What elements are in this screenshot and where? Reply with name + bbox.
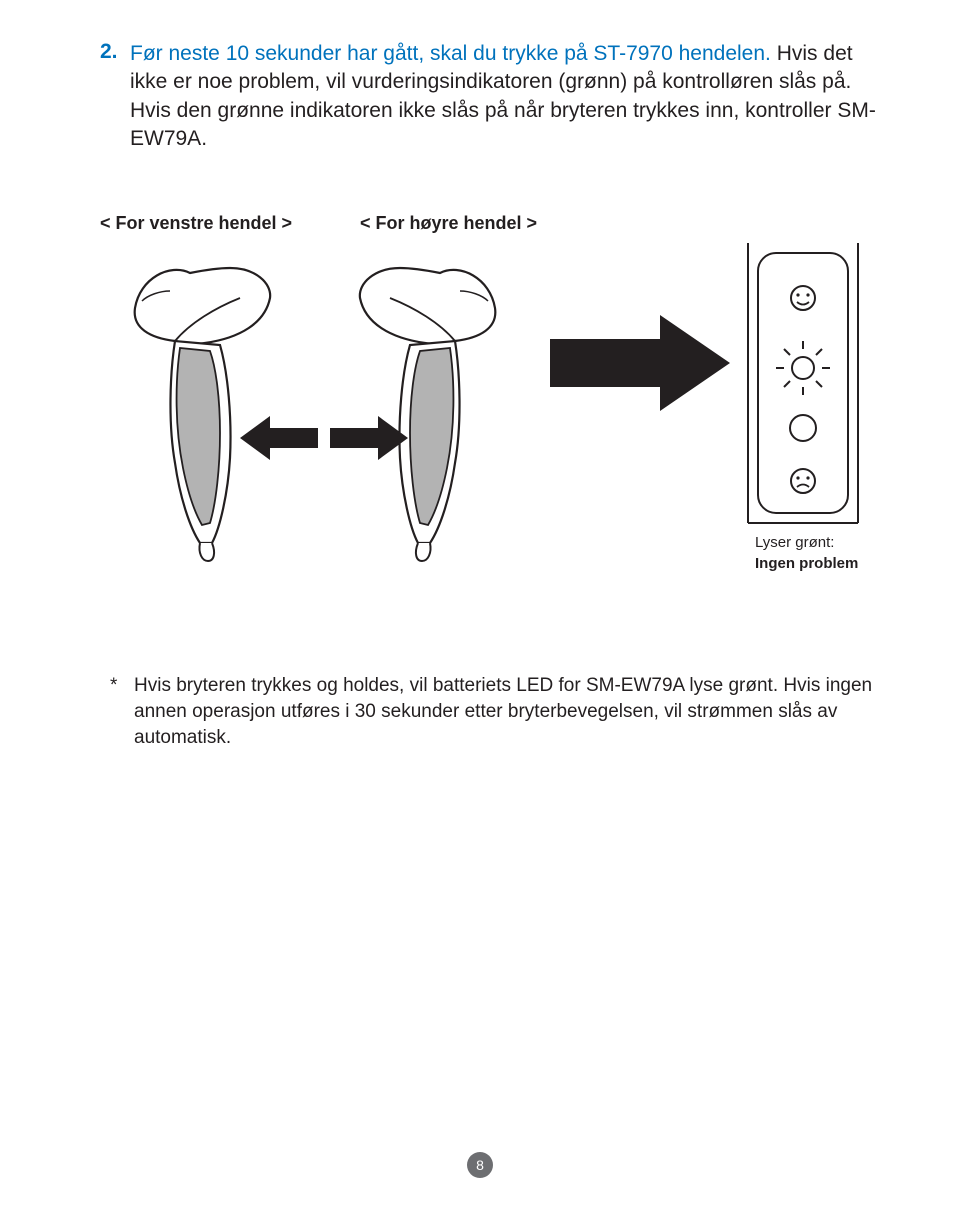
- step-title: Før neste 10 sekunder har gått, skal du …: [130, 42, 771, 65]
- lever-labels: < For venstre hendel > < For høyre hende…: [100, 213, 880, 234]
- asterisk: *: [110, 673, 124, 750]
- step-2: 2. Før neste 10 sekunder har gått, skal …: [100, 40, 880, 153]
- diagram-area: < For venstre hendel > < For høyre hende…: [100, 213, 880, 633]
- step-body: Før neste 10 sekunder har gått, skal du …: [130, 40, 880, 153]
- right-lever-label: < For høyre hendel >: [360, 213, 580, 234]
- footnote: * Hvis bryteren trykkes og holdes, vil b…: [100, 673, 880, 750]
- step-number: 2.: [100, 40, 122, 153]
- caption-line1: Lyser grønt:: [755, 533, 858, 553]
- indicator-caption: Lyser grønt: Ingen problem: [755, 533, 858, 574]
- footnote-text: Hvis bryteren trykkes og holdes, vil bat…: [134, 673, 880, 750]
- caption-line2: Ingen problem: [755, 554, 858, 574]
- left-lever-label: < For venstre hendel >: [100, 213, 320, 234]
- page-number: 8: [467, 1152, 493, 1178]
